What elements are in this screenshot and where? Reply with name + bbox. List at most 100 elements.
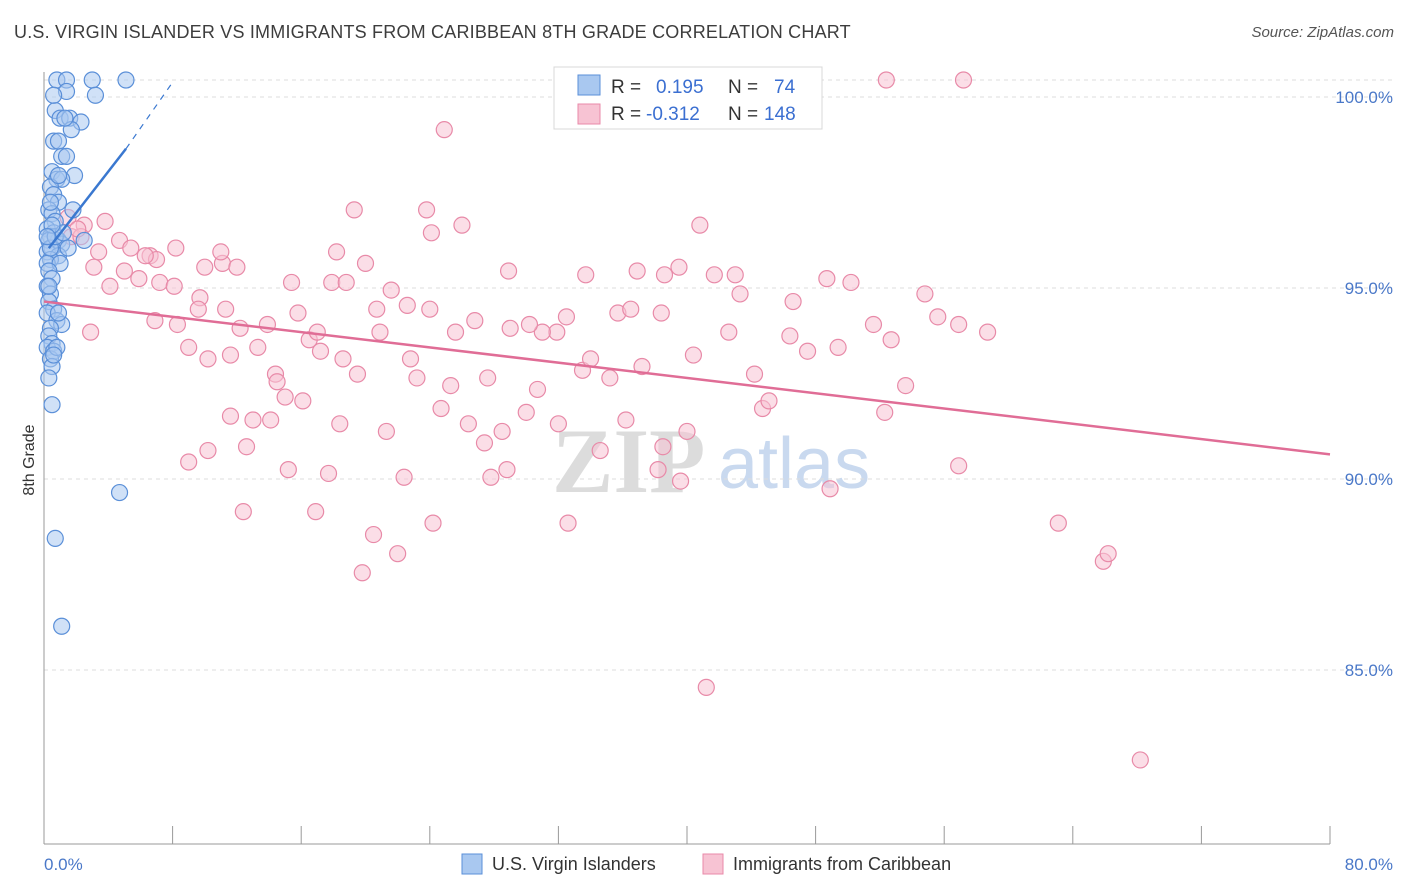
legend-blue-swatch xyxy=(577,74,601,96)
blue-point xyxy=(41,193,60,211)
pink-point xyxy=(897,377,915,395)
blue-trend-extension xyxy=(125,79,175,150)
pink-point xyxy=(345,201,363,219)
legend-pink-swatch xyxy=(577,103,601,125)
pink-point xyxy=(798,342,817,360)
pink-point xyxy=(979,323,997,341)
pink-point xyxy=(453,216,471,234)
y-tick-label: 100.0% xyxy=(1335,88,1393,107)
legend-pink-r-value: -0.312 xyxy=(646,104,700,125)
x-tick-label-end: 80.0% xyxy=(1345,855,1393,874)
pink-point xyxy=(323,273,341,292)
pink-point xyxy=(382,281,400,299)
pink-point xyxy=(424,514,442,532)
pink-point xyxy=(493,422,511,441)
pink-point xyxy=(697,678,715,696)
pink-point xyxy=(745,365,764,383)
blue-point xyxy=(110,483,129,502)
pink-point xyxy=(916,285,934,303)
watermark-atlas: atlas xyxy=(718,424,870,504)
pink-point xyxy=(146,312,164,330)
pink-point xyxy=(353,564,371,582)
pink-point xyxy=(234,503,252,521)
pink-point xyxy=(371,323,389,341)
pink-point xyxy=(520,315,539,334)
pink-point xyxy=(167,239,185,257)
pink-point xyxy=(678,422,696,441)
pink-point xyxy=(199,350,217,368)
pink-point xyxy=(498,461,516,479)
pink-point xyxy=(401,350,420,368)
blue-point xyxy=(45,86,63,104)
pink-point xyxy=(90,243,108,261)
pink-point xyxy=(96,212,114,230)
pink-point xyxy=(85,258,103,276)
series-legend: U.S. Virgin Islanders Immigrants from Ca… xyxy=(461,853,951,875)
pink-point xyxy=(276,388,294,406)
pink-point xyxy=(115,262,133,280)
pink-point xyxy=(180,453,198,471)
pink-point xyxy=(327,243,346,261)
pink-point xyxy=(82,323,100,341)
pink-point xyxy=(221,346,240,364)
pink-point xyxy=(389,545,407,563)
pink-point xyxy=(262,411,280,429)
pink-point xyxy=(655,266,674,284)
pink-point xyxy=(1099,545,1117,563)
blue-point xyxy=(83,71,101,89)
pink-point xyxy=(337,273,355,292)
chart-title: U.S. VIRGIN ISLANDER VS IMMIGRANTS FROM … xyxy=(14,22,851,42)
pink-point xyxy=(591,441,609,460)
pink-point xyxy=(398,296,416,314)
pink-point xyxy=(829,338,847,356)
trend-lines xyxy=(43,79,1331,456)
pink-point xyxy=(368,300,386,318)
y-tick-labels: 85.0% 90.0% 95.0% 100.0% xyxy=(1335,88,1393,680)
pink-point xyxy=(622,300,640,318)
grid-lines xyxy=(44,79,1392,671)
pink-point xyxy=(151,273,169,292)
pink-point xyxy=(307,503,325,521)
pink-point xyxy=(475,434,494,452)
blue-point xyxy=(117,71,135,89)
pink-point xyxy=(877,71,895,89)
y-tick-label: 90.0% xyxy=(1345,470,1393,489)
legend-pink-n-value: 148 xyxy=(764,104,796,125)
pink-point xyxy=(671,472,690,490)
pink-point xyxy=(950,457,968,475)
pink-point xyxy=(633,357,651,376)
pink-point xyxy=(282,273,301,292)
blue-point xyxy=(40,277,58,295)
pink-point xyxy=(331,415,349,433)
legend-blue-r-value: 0.195 xyxy=(656,77,704,98)
pink-point xyxy=(446,323,465,341)
blue-point xyxy=(49,304,68,322)
pink-point xyxy=(731,285,749,303)
pink-point xyxy=(422,224,441,242)
pink-point xyxy=(617,411,635,429)
pink-point xyxy=(130,270,148,288)
pink-point xyxy=(311,342,330,360)
blue-point xyxy=(86,86,105,104)
pink-point xyxy=(654,438,672,456)
blue-point xyxy=(49,132,68,150)
legend-blue-n-label: N = xyxy=(728,77,758,98)
bottom-legend-pink-label: Immigrants from Caribbean xyxy=(733,854,951,874)
pink-point xyxy=(652,304,670,322)
y-tick-label: 85.0% xyxy=(1345,661,1393,680)
pink-point xyxy=(557,308,576,326)
pink-point xyxy=(479,369,497,387)
pink-point xyxy=(876,403,894,421)
blue-point xyxy=(57,147,76,165)
pink-point xyxy=(356,254,375,272)
pink-point xyxy=(501,319,519,337)
pink-point xyxy=(442,377,460,395)
pink-point xyxy=(364,525,383,544)
pink-point xyxy=(199,441,217,460)
pink-point xyxy=(279,461,297,479)
pink-point xyxy=(705,266,723,284)
pink-point xyxy=(249,338,267,356)
pink-point xyxy=(244,411,262,429)
pink-point xyxy=(691,216,709,234)
blue-point xyxy=(43,396,61,414)
